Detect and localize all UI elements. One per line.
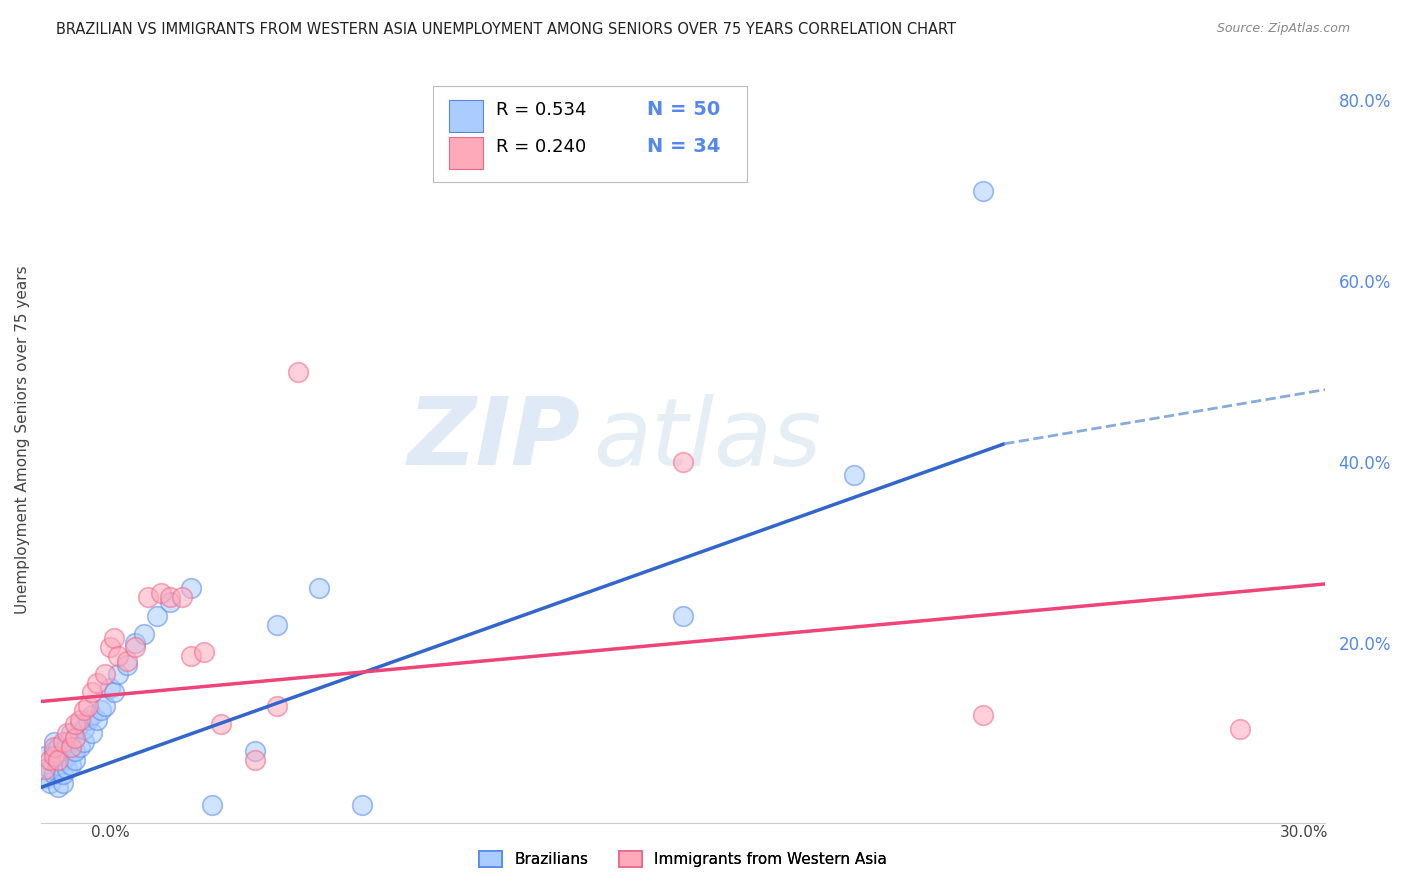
Point xyxy=(69,717,91,731)
Point xyxy=(287,364,309,378)
Point xyxy=(34,748,56,763)
Point xyxy=(65,731,87,745)
Point xyxy=(73,704,96,718)
Point xyxy=(51,753,73,767)
Text: N = 50: N = 50 xyxy=(647,101,720,120)
FancyBboxPatch shape xyxy=(450,136,482,169)
Point xyxy=(98,681,121,695)
Point xyxy=(38,762,60,776)
Point xyxy=(82,685,104,699)
Text: N = 34: N = 34 xyxy=(647,137,721,156)
Point xyxy=(51,744,73,758)
Point xyxy=(86,713,108,727)
Point xyxy=(201,798,224,813)
Point xyxy=(65,717,87,731)
Text: BRAZILIAN VS IMMIGRANTS FROM WESTERN ASIA UNEMPLOYMENT AMONG SENIORS OVER 75 YEA: BRAZILIAN VS IMMIGRANTS FROM WESTERN ASI… xyxy=(56,22,956,37)
Point xyxy=(82,708,104,723)
Point xyxy=(82,726,104,740)
Text: R = 0.240: R = 0.240 xyxy=(496,138,586,156)
Point xyxy=(115,654,138,668)
Point xyxy=(56,726,79,740)
Point xyxy=(69,713,91,727)
Point xyxy=(972,708,994,723)
Point xyxy=(972,184,994,198)
Point xyxy=(56,762,79,776)
Text: atlas: atlas xyxy=(593,393,821,485)
Point xyxy=(56,735,79,749)
Point xyxy=(844,468,866,483)
Legend: Brazilians, Immigrants from Western Asia: Brazilians, Immigrants from Western Asia xyxy=(474,846,893,873)
Point xyxy=(90,704,112,718)
Point xyxy=(180,649,202,664)
Point xyxy=(51,735,73,749)
Point xyxy=(42,744,65,758)
Point xyxy=(65,731,87,745)
Text: 30.0%: 30.0% xyxy=(1281,825,1329,840)
Point xyxy=(51,776,73,790)
Point xyxy=(672,455,695,469)
Point xyxy=(243,744,266,758)
Point xyxy=(51,766,73,780)
Point xyxy=(107,649,129,664)
Point xyxy=(193,645,215,659)
Point xyxy=(46,753,69,767)
Text: Source: ZipAtlas.com: Source: ZipAtlas.com xyxy=(1216,22,1350,36)
FancyBboxPatch shape xyxy=(450,100,482,132)
FancyBboxPatch shape xyxy=(433,86,748,182)
Point xyxy=(65,753,87,767)
Point xyxy=(132,626,155,640)
Point xyxy=(60,739,83,754)
Point xyxy=(266,698,288,713)
Point xyxy=(98,640,121,655)
Point xyxy=(159,595,181,609)
Point xyxy=(65,744,87,758)
Point xyxy=(46,739,69,754)
Point xyxy=(38,776,60,790)
Point xyxy=(42,739,65,754)
Point xyxy=(46,757,69,772)
Point xyxy=(124,640,146,655)
Point xyxy=(159,591,181,605)
Point xyxy=(77,713,100,727)
Point xyxy=(77,698,100,713)
Point xyxy=(94,698,117,713)
Point xyxy=(42,748,65,763)
Point xyxy=(672,608,695,623)
Point xyxy=(115,658,138,673)
Point xyxy=(73,722,96,736)
Point xyxy=(1229,722,1251,736)
Point xyxy=(94,667,117,681)
Point xyxy=(38,753,60,767)
Point xyxy=(107,667,129,681)
Text: 0.0%: 0.0% xyxy=(91,825,131,840)
Point xyxy=(86,676,108,690)
Point xyxy=(180,582,202,596)
Point xyxy=(73,735,96,749)
Point xyxy=(136,591,159,605)
Point xyxy=(60,726,83,740)
Point xyxy=(42,766,65,780)
Point xyxy=(149,586,172,600)
Text: R = 0.534: R = 0.534 xyxy=(496,101,586,119)
Point xyxy=(56,748,79,763)
Point xyxy=(60,757,83,772)
Point xyxy=(103,631,125,645)
Text: ZIP: ZIP xyxy=(408,393,581,485)
Point xyxy=(69,739,91,754)
Point xyxy=(145,608,167,623)
Point xyxy=(103,685,125,699)
Point xyxy=(124,636,146,650)
Point xyxy=(209,717,232,731)
Point xyxy=(46,780,69,795)
Point xyxy=(42,735,65,749)
Point xyxy=(308,582,330,596)
Point xyxy=(60,739,83,754)
Point xyxy=(266,617,288,632)
Point xyxy=(243,753,266,767)
Point xyxy=(34,762,56,776)
Point xyxy=(34,772,56,786)
Y-axis label: Unemployment Among Seniors over 75 years: Unemployment Among Seniors over 75 years xyxy=(15,265,30,614)
Point xyxy=(352,798,374,813)
Point xyxy=(172,591,194,605)
